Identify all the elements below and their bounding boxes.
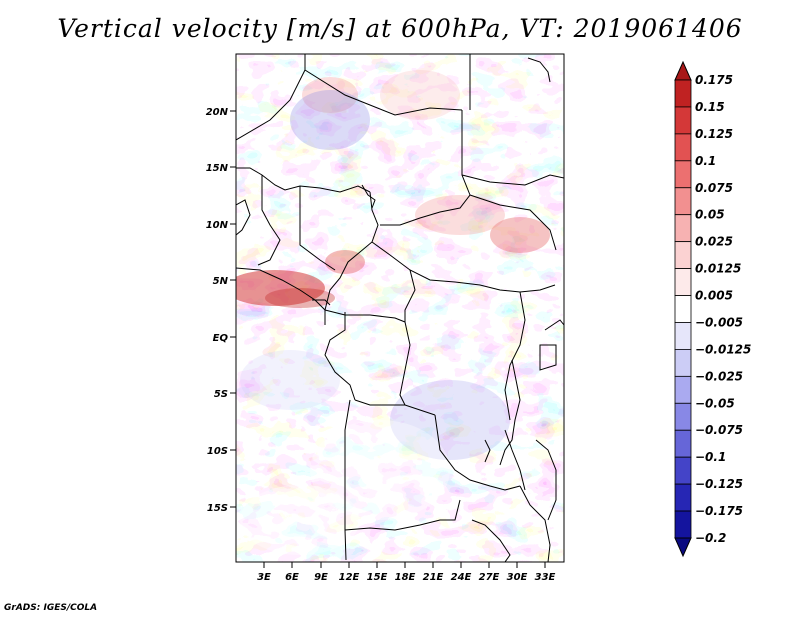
country-boundaries <box>236 54 564 562</box>
colorbar-label: 0.0125 <box>695 262 741 276</box>
lon-label: 3E <box>257 572 271 583</box>
lat-label: 5S <box>214 389 228 400</box>
colorbar-label: −0.0125 <box>695 342 751 356</box>
colorbar-label: −0.125 <box>695 477 743 491</box>
colorbar-bin <box>674 160 692 189</box>
lon-label: 24E <box>451 572 472 583</box>
colorbar-bin <box>674 322 692 350</box>
colorbar-bin <box>674 349 692 377</box>
colorbar-bin <box>674 483 692 512</box>
colorbar-arrow-bottom <box>674 537 692 558</box>
colorbar-label: −0.2 <box>695 531 726 545</box>
colorbar-label: 0.05 <box>695 208 725 222</box>
colorbar-label: 0.025 <box>695 235 733 249</box>
colorbar-label: −0.1 <box>695 450 726 464</box>
colorbar-bin <box>674 456 692 485</box>
lat-label: 20N <box>206 107 229 118</box>
lat-label: EQ <box>213 333 229 344</box>
lon-label: 15E <box>367 572 388 583</box>
colorbar-bin <box>674 268 692 296</box>
lon-label: 12E <box>339 572 360 583</box>
colorbar-bin <box>674 214 692 243</box>
colorbar-bin <box>674 79 692 108</box>
lon-label: 21E <box>423 572 444 583</box>
lon-label: 9E <box>314 572 328 583</box>
colorbar-label: −0.025 <box>695 369 743 383</box>
colorbar: 0.175 0.15 0.125 0.1 0.075 0.05 0.025 0.0125 0.0… <box>674 60 751 558</box>
lon-label: 30E <box>507 572 528 583</box>
lat-label: 15N <box>206 163 229 174</box>
velocity-field <box>236 54 564 562</box>
lon-label: 18E <box>395 572 416 583</box>
lon-label: 27E <box>479 572 500 583</box>
colorbar-label: 0.1 <box>695 154 716 168</box>
colorbar-bin <box>674 133 692 162</box>
colorbar-label: 0.005 <box>695 289 733 303</box>
colorbar-bin <box>674 241 692 269</box>
plot-frame <box>235 53 565 563</box>
colorbar-label: −0.075 <box>695 423 743 437</box>
colorbar-bin <box>674 429 692 458</box>
longitude-axis <box>263 562 546 568</box>
lat-label: 15S <box>207 503 228 514</box>
colorbar-arrow-top <box>674 60 692 81</box>
colorbar-bin <box>674 510 692 539</box>
lat-label: 10N <box>206 220 229 231</box>
colorbar-label: 0.125 <box>695 127 733 141</box>
colorbar-bin <box>674 187 692 216</box>
lon-label: 6E <box>285 572 299 583</box>
colorbar-label: −0.005 <box>695 315 743 329</box>
latitude-axis <box>230 110 236 508</box>
colorbar-bin <box>674 106 692 135</box>
colorbar-label: 0.175 <box>695 73 733 87</box>
colorbar-label: −0.05 <box>695 396 735 410</box>
lat-label: 5N <box>213 276 229 287</box>
colorbar-label: 0.15 <box>695 100 725 114</box>
lon-label: 33E <box>535 572 556 583</box>
map-title: Vertical velocity [m/s] at 600hPa, VT: 2… <box>57 14 743 43</box>
colorbar-label: 0.075 <box>695 181 733 195</box>
colorbar-bin <box>674 402 692 431</box>
colorbar-label: −0.175 <box>695 504 743 518</box>
colorbar-bin <box>674 375 692 404</box>
footer-credit: GrADS: IGES/COLA <box>4 603 98 613</box>
colorbar-bin <box>674 295 692 323</box>
lat-label: 10S <box>207 446 228 457</box>
